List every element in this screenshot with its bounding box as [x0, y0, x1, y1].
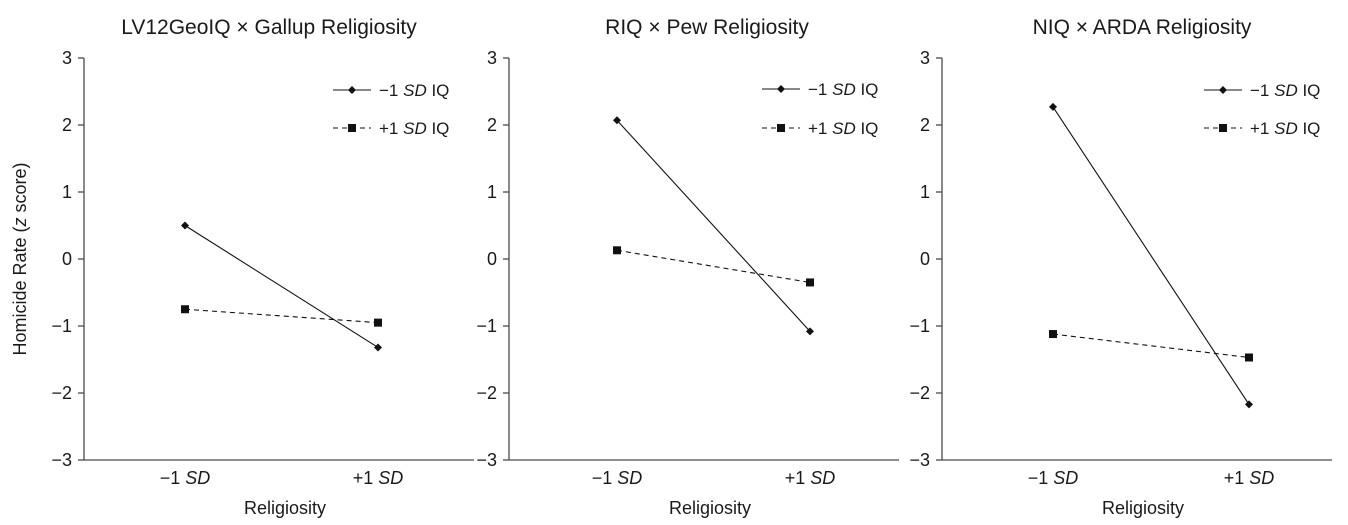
series-line [616, 249, 811, 283]
legend-entry: −1 SD IQ [762, 80, 878, 99]
y-tick-label: 2 [62, 115, 72, 135]
data-point-square [374, 318, 382, 327]
legend-entry: −1 SD IQ [1204, 81, 1320, 100]
series-2 [181, 305, 382, 327]
y-tick-label: −2 [909, 383, 930, 403]
y-tick-label: 1 [920, 182, 930, 202]
data-point-diamond [613, 116, 621, 125]
legend-label: −1 SD IQ [808, 80, 878, 99]
x-axis-label: Religiosity [244, 498, 326, 518]
legend-marker-diamond [348, 86, 356, 94]
series-1 [181, 221, 382, 352]
y-tick-label: −3 [51, 450, 72, 470]
legend-marker-square [777, 124, 785, 132]
legend-entry: +1 SD IQ [1204, 119, 1320, 138]
y-tick-label: −3 [909, 450, 930, 470]
legend-entry: −1 SD IQ [333, 81, 449, 100]
chart-panel-3: NIQ × ARDA Religiosity 3 2 1 0 −1 −2 −3 −1 SD +1 … [909, 16, 1332, 518]
y-tick-label: −2 [476, 383, 497, 403]
series-1 [1049, 102, 1253, 409]
chart-panel-1: LV12GeoIQ × Gallup Religiosity 3 2 1 0 −1 −2 −3… [10, 16, 474, 518]
series-2 [613, 246, 814, 287]
y-tick-label: −1 [909, 316, 930, 336]
legend-marker-square [1219, 124, 1227, 132]
series-line [1052, 106, 1250, 405]
y-tick-label: 1 [487, 182, 497, 202]
x-axis-label: Religiosity [669, 498, 751, 518]
legend-marker-square [348, 124, 356, 132]
y-tick-label: −1 [476, 316, 497, 336]
y-tick-label: 0 [920, 249, 930, 269]
legend-marker-diamond [1219, 86, 1227, 94]
x-tick-label: −1 SD [1028, 468, 1079, 488]
data-point-diamond [806, 327, 814, 336]
y-tick-label: 0 [62, 249, 72, 269]
legend-label: +1 SD IQ [1250, 119, 1320, 138]
chart-title: RIQ × Pew Religiosity [605, 16, 809, 39]
y-tick-label: 0 [487, 249, 497, 269]
series-line [616, 119, 811, 332]
data-point-diamond [374, 343, 382, 352]
x-tick-label: +1 SD [785, 468, 836, 488]
y-tick-label: −1 [51, 316, 72, 336]
legend-label: −1 SD IQ [1250, 81, 1320, 100]
chart-title: NIQ × ARDA Religiosity [1033, 16, 1252, 39]
y-axis-label: Homicide Rate (z score) [10, 162, 30, 355]
y-tick-label: 2 [920, 115, 930, 135]
legend-label: +1 SD IQ [808, 119, 878, 138]
y-tick-label: −3 [476, 450, 497, 470]
data-point-diamond [181, 221, 189, 230]
y-tick-label: 1 [62, 182, 72, 202]
data-point-diamond [1245, 400, 1253, 409]
series-line [184, 225, 379, 348]
series-line [184, 308, 379, 324]
data-point-square [1245, 353, 1253, 362]
x-tick-label: +1 SD [1224, 468, 1275, 488]
legend-entry: +1 SD IQ [762, 119, 878, 138]
x-tick-label: +1 SD [353, 468, 404, 488]
data-point-square [613, 246, 621, 255]
series-2 [1049, 330, 1253, 362]
chart-panel-2: RIQ × Pew Religiosity 3 2 1 0 −1 −2 −3 −1 SD +1 S… [476, 16, 899, 518]
legend-entry: +1 SD IQ [333, 119, 449, 138]
x-tick-label: −1 SD [592, 468, 643, 488]
series-1 [613, 116, 814, 336]
y-tick-label: 3 [920, 48, 930, 68]
x-tick-label: −1 SD [160, 468, 211, 488]
y-tick-label: 3 [487, 48, 497, 68]
legend-label: −1 SD IQ [379, 81, 449, 100]
y-tick-label: 3 [62, 48, 72, 68]
data-point-square [181, 305, 189, 314]
data-point-square [806, 278, 814, 287]
x-axis-label: Religiosity [1102, 498, 1184, 518]
series-line [1052, 333, 1250, 359]
legend-marker-diamond [777, 85, 785, 93]
chart-title: LV12GeoIQ × Gallup Religiosity [121, 16, 417, 39]
y-tick-label: −2 [51, 383, 72, 403]
y-tick-label: 2 [487, 115, 497, 135]
legend-label: +1 SD IQ [379, 119, 449, 138]
data-point-square [1049, 330, 1057, 339]
data-point-diamond [1049, 102, 1057, 111]
